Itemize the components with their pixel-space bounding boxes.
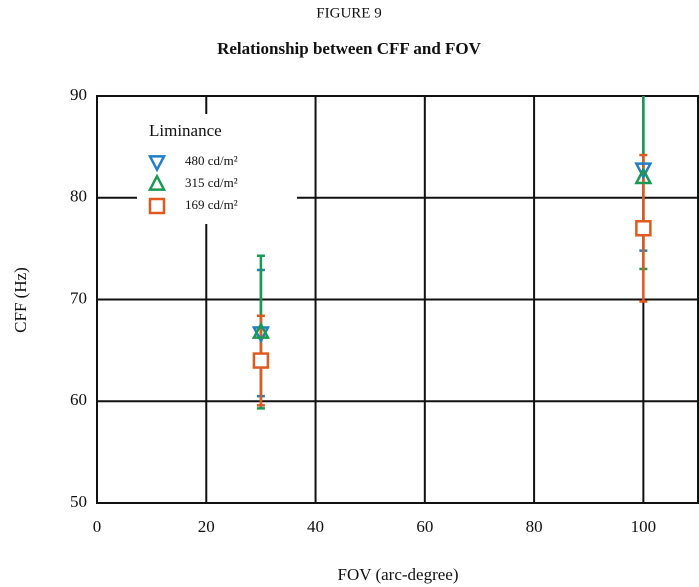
marker (634, 167, 653, 185)
marker (251, 321, 270, 339)
legend-label: 169 cd/m² (185, 197, 238, 212)
legend-label: 480 cd/m² (185, 153, 238, 168)
marker (635, 220, 652, 237)
marker (251, 326, 270, 344)
y-axis-label: CFF (Hz) (11, 267, 30, 333)
y-tick-label: 90 (70, 85, 87, 104)
chart-title: Relationship between CFF and FOV (217, 39, 482, 58)
y-tick-label: 80 (70, 187, 87, 206)
figure-label: FIGURE 9 (316, 5, 381, 21)
x-tick-label: 40 (307, 517, 324, 536)
x-axis-label: FOV (arc-degree) (338, 565, 459, 584)
y-tick-label: 60 (70, 390, 87, 409)
legend-marker (147, 173, 167, 191)
plot-layer (251, 96, 653, 410)
marker (634, 162, 653, 180)
y-tick-label: 70 (70, 288, 87, 307)
x-tick-label: 60 (416, 517, 433, 536)
x-tick-label: 20 (198, 517, 215, 536)
x-tick-label: 100 (631, 517, 657, 536)
legend-title: Liminance (149, 121, 222, 140)
x-tick-label: 0 (93, 517, 102, 536)
x-tick-label: 80 (526, 517, 543, 536)
y-tick-label: 50 (70, 492, 87, 511)
legend-marker (148, 197, 166, 215)
marker (252, 352, 270, 369)
legend-label: 315 cd/m² (185, 175, 238, 190)
legend-marker (147, 155, 167, 173)
